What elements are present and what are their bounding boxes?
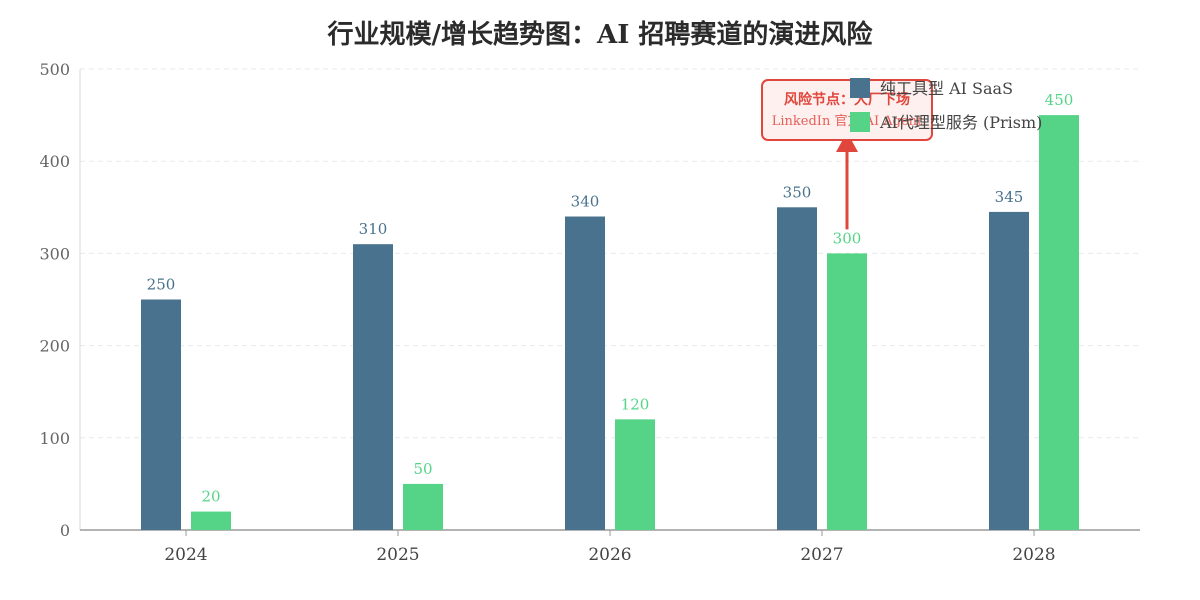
y-tick-label: 200 [39,337,70,356]
legend-label: AI代理型服务 (Prism) [879,113,1042,132]
bar [191,511,231,530]
bar [1039,115,1079,530]
data-label: 350 [783,183,812,201]
legend-label: 纯工具型 AI SaaS [880,79,1013,98]
bar [989,211,1029,530]
bar [777,207,817,531]
data-label: 345 [995,188,1024,206]
annotation-arrow-head [836,132,858,152]
annotation-box [761,79,933,141]
y-tick-label: 300 [39,244,70,263]
data-label: 300 [833,229,862,247]
y-tick-label: 100 [39,429,70,448]
data-label: 50 [413,460,432,478]
legend-swatch [850,78,870,98]
y-tick-label: 400 [39,152,70,171]
data-label: 310 [359,220,388,238]
bar [827,253,867,530]
x-tick-label: 2026 [588,545,631,565]
bar [615,419,655,530]
data-label: 120 [621,395,650,413]
bar [403,483,443,530]
chart-title: 行业规模/增长趋势图：AI 招聘赛道的演进风险 [327,20,873,50]
legend-swatch [850,112,870,132]
data-label: 450 [1045,91,1074,109]
x-tick-label: 2028 [1012,545,1055,565]
data-label: 250 [147,276,176,294]
data-label: 20 [201,488,220,506]
y-tick-label: 0 [60,521,70,540]
annotation-subtitle: LinkedIn 官方 AI Agent [772,113,923,129]
bar [141,299,181,530]
x-tick-label: 2024 [164,545,207,565]
data-label: 340 [571,193,600,211]
annotation-title: 风险节点：大厂下场 [784,91,910,108]
bar [353,244,393,530]
x-tick-label: 2025 [376,545,419,565]
y-tick-label: 500 [39,60,70,79]
x-tick-label: 2027 [800,545,843,565]
bar [565,216,605,530]
